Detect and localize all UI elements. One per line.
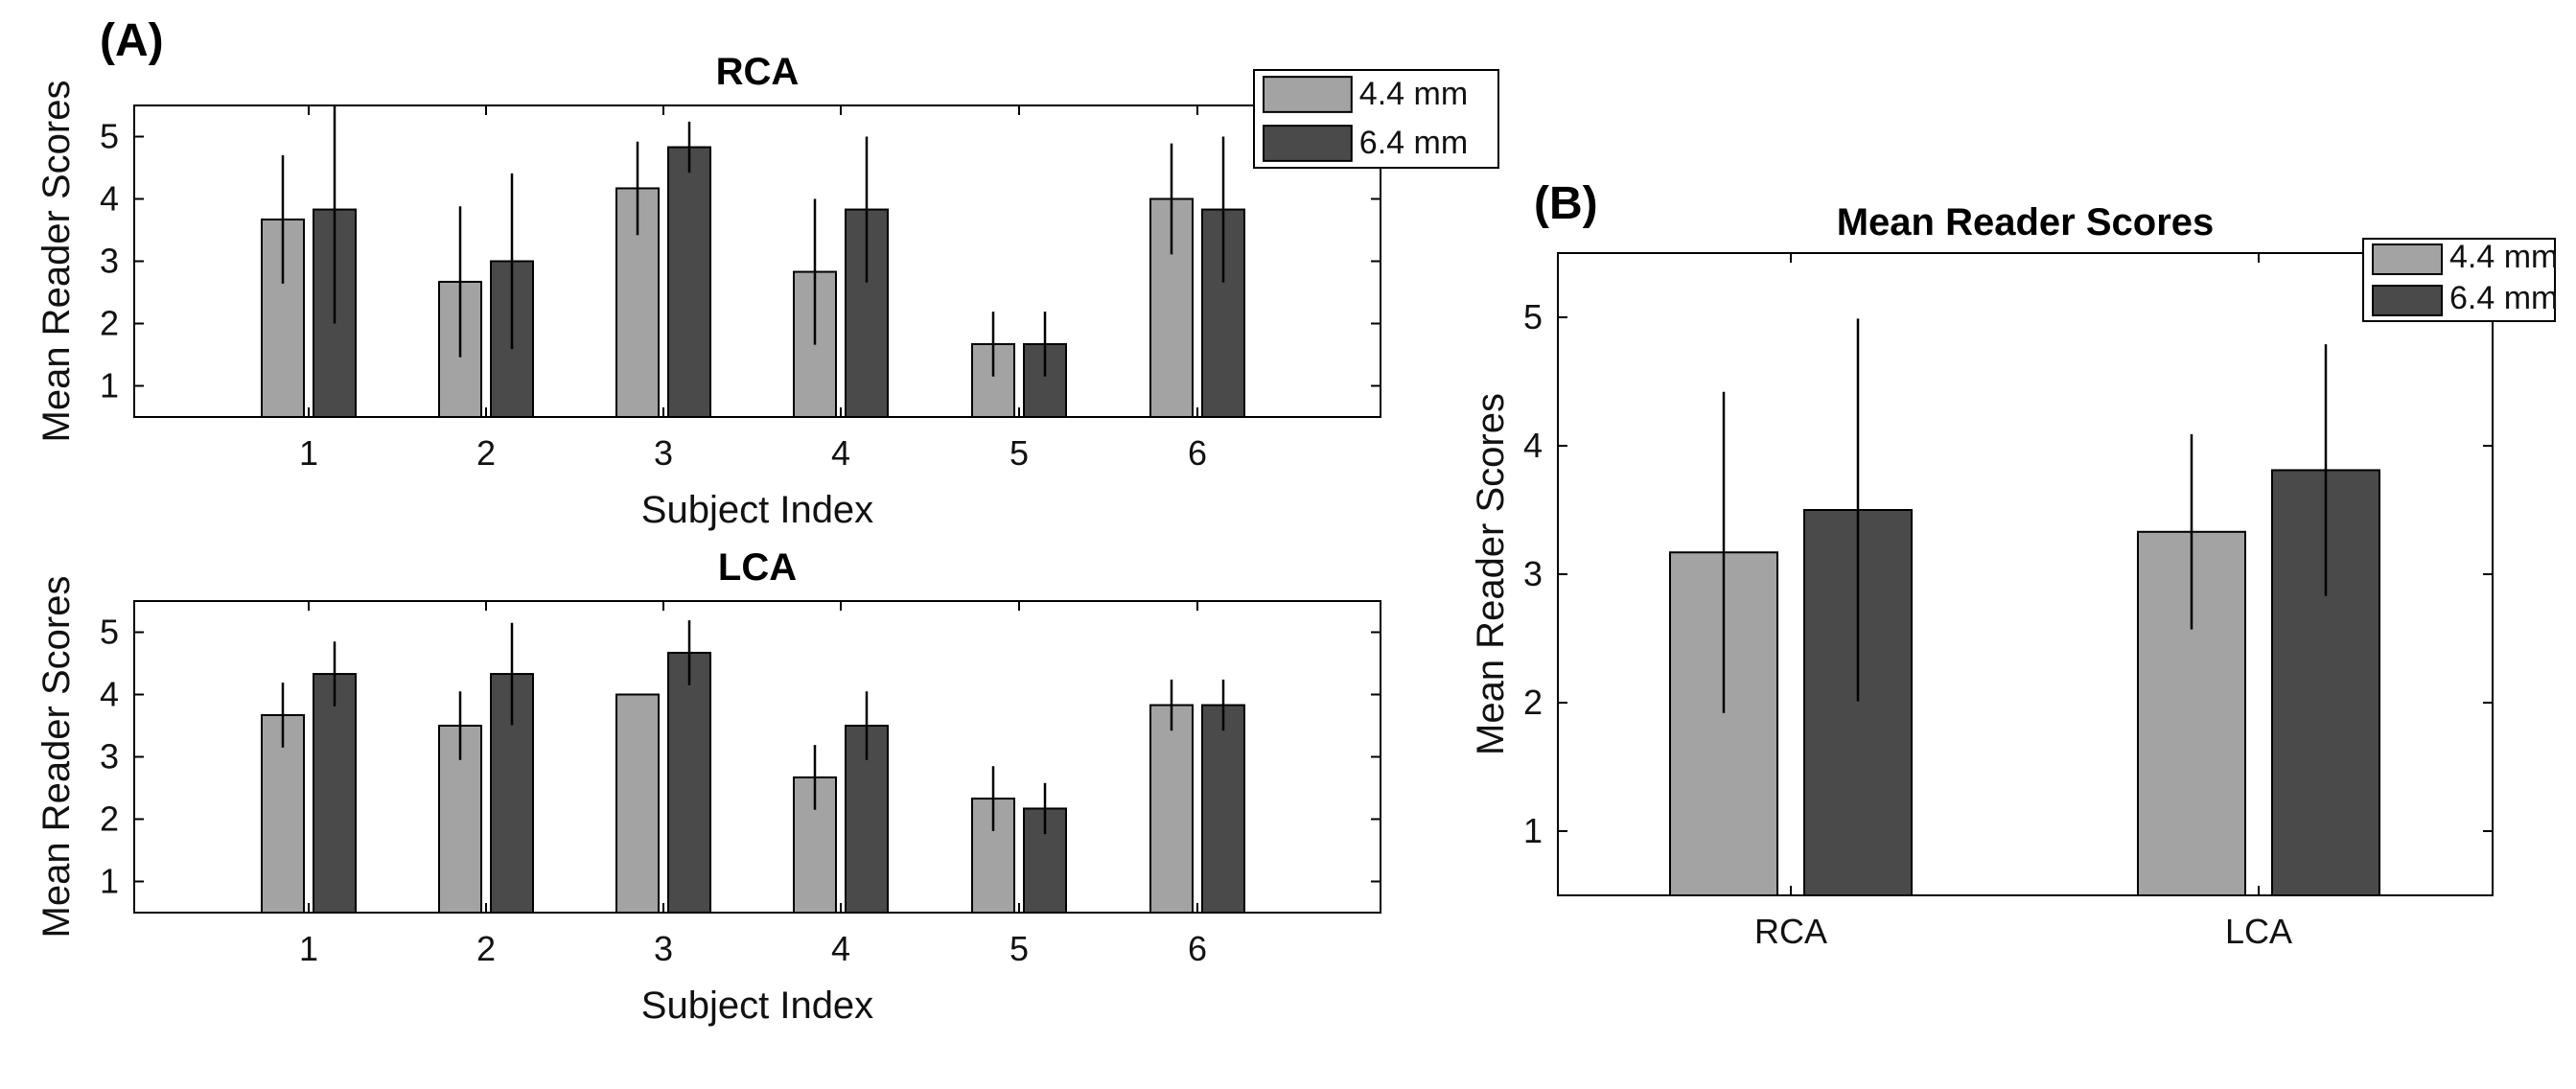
rca-bar-s2 [667,146,711,419]
mean-legend-swatch [2372,243,2443,275]
mean-legend-label: 4.4 mm [2449,239,2558,275]
lca-ytick-label: 5 [100,613,119,652]
mean-plot-frame [1557,252,2494,896]
panel-b-label: (B) [1534,178,1598,229]
rca-xtick-label: 3 [654,433,673,473]
mean-ytick-label: 2 [1523,683,1543,722]
panel-a-label: (A) [100,15,164,66]
mean-title: Mean Reader Scores [1837,201,2215,243]
rca-xlabel: Subject Index [641,489,873,531]
rca-xtick-label: 4 [831,433,850,473]
mean-legend-label: 6.4 mm [2449,280,2558,316]
mean-ylabel: Mean Reader Scores [1470,393,1512,755]
lca-plot-frame [133,600,1381,914]
rca-plot-frame [133,104,1381,418]
lca-bar-s1 [261,713,305,915]
rca-bar-s2 [845,208,889,418]
rca-xtick-label: 2 [476,433,496,473]
lca-bar-s2 [1201,704,1245,914]
rca-subject-chart: RCA 1 2 3 4 5 Mean Reader Scores 1 2 3 4 5 6 Subject … [35,51,1499,531]
rca-legend-label: 4.4 mm [1359,76,1468,112]
lca-xtick-label: 3 [654,929,673,968]
lca-subject-chart: LCA 1 2 3 4 5 Mean Reader Scores 1 2 3 4 5 6 Subject … [35,546,1381,1027]
rca-ytick-label: 5 [100,117,119,156]
rca-legend-swatch [1263,125,1353,162]
rca-xtick-label: 1 [299,433,318,473]
mean-ytick-label: 1 [1523,811,1543,850]
lca-ylabel: Mean Reader Scores [35,576,78,938]
lca-ytick-label: 2 [100,799,119,839]
rca-ytick-label: 2 [100,304,119,343]
lca-xlabel: Subject Index [641,985,873,1027]
lca-title: LCA [718,546,797,589]
rca-ytick-label: 3 [100,242,119,281]
lca-xtick-label: 4 [831,929,850,968]
mean-legend-swatch [2372,285,2443,316]
rca-ytick-label: 1 [100,366,119,405]
rca-title: RCA [716,51,800,93]
rca-ytick-label: 4 [100,179,119,219]
lca-xtick-label: 1 [299,929,318,968]
mean-ytick-label: 3 [1523,554,1543,593]
lca-bar-s2 [667,651,711,914]
mean-xtick-label: LCA [2225,912,2292,951]
rca-legend-swatch [1263,76,1353,113]
mean-xtick-label: RCA [1754,912,1827,951]
lca-ytick-label: 3 [100,737,119,776]
lca-bar-s1 [615,693,660,914]
rca-legend-label: 6.4 mm [1359,125,1468,161]
lca-bar-s2 [313,673,357,914]
lca-bar-s1 [1149,704,1194,914]
rca-xtick-label: 6 [1188,433,1207,473]
rca-ylabel: Mean Reader Scores [35,81,78,443]
rca-xtick-label: 5 [1010,433,1029,473]
lca-ytick-label: 4 [100,675,119,714]
lca-xtick-label: 6 [1188,929,1207,968]
lca-xtick-label: 2 [476,929,496,968]
mean-ytick-label: 5 [1523,297,1543,336]
lca-ytick-label: 1 [100,862,119,901]
lca-xtick-label: 5 [1010,929,1029,968]
mean-ytick-label: 4 [1523,426,1543,465]
mean-reader-scores-chart: Mean Reader Scores 1 2 3 4 5 Mean Reader Score… [1470,201,2558,951]
